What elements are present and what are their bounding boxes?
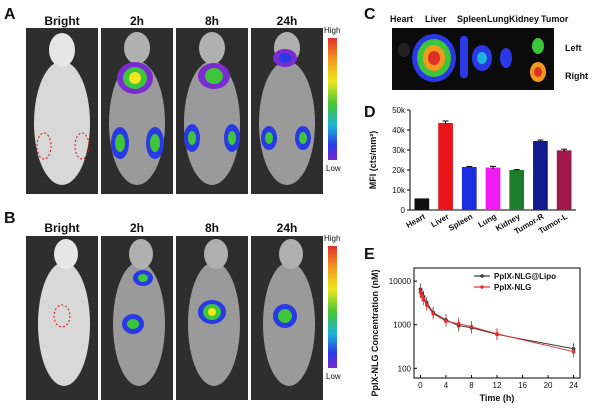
x-tick-label: 24: [569, 381, 578, 390]
panel-c-label-heart: Heart: [390, 14, 414, 24]
y-tick-label: 50k: [392, 106, 406, 115]
panel-e-letter: E: [364, 246, 375, 263]
panel-a-scale-high: High: [324, 26, 341, 35]
data-point: [424, 303, 429, 308]
x-tick-label: 16: [518, 381, 527, 390]
bar-lung: [485, 167, 501, 210]
y-tick-label: 10k: [392, 186, 406, 195]
x-tick-label: Spleen: [447, 212, 474, 233]
y-tick-label: 100: [398, 364, 412, 373]
panel-b-image-bright: [26, 236, 98, 400]
data-point: [420, 294, 424, 298]
data-point: [431, 311, 435, 316]
legend-label: PpIX-NLG@Lipo: [494, 272, 556, 281]
data-point: [571, 349, 576, 354]
panel-e-line-chart: 0 4 8 12 16 20 24 100 1000 10000 Time (h) PpIX-NLG …: [370, 267, 581, 403]
panel-b-image-8h: [176, 236, 248, 400]
panel-b-header-24h: 24h: [276, 221, 298, 235]
data-point: [444, 319, 448, 324]
panel-a-image-24h: [251, 28, 323, 194]
panel-a-scale-low: Low: [326, 164, 341, 173]
x-tick-label: Heart: [405, 212, 428, 230]
y-axis-label: PpIX-NLG Concentration (nM): [370, 270, 380, 397]
data-point: [418, 290, 423, 295]
legend-marker: [480, 285, 484, 289]
y-tick-label: 20k: [392, 166, 406, 175]
data-point: [421, 297, 426, 302]
panel-a-color-scale: [328, 38, 337, 160]
bar-tumor-r: [533, 141, 548, 210]
x-tick-label: 0: [418, 381, 423, 390]
x-tick-label: 12: [493, 381, 502, 390]
panel-a-header-24h: 24h: [276, 14, 298, 28]
panel-d-letter: D: [364, 104, 376, 121]
data-point: [469, 324, 474, 329]
panel-b-image-24h: [251, 236, 323, 400]
y-tick-label: 0: [401, 206, 406, 215]
panel-c-label-liver: Liver: [425, 14, 447, 24]
panel-b-header-8h: 8h: [204, 221, 219, 235]
data-point: [456, 322, 461, 326]
panel-c-label-kidney: Kidney: [509, 14, 540, 24]
panel-a-header-8h: 8h: [204, 14, 219, 28]
y-axis-label: MFI (cts/mm²): [368, 131, 378, 190]
panel-c-letter: C: [364, 6, 376, 23]
panel-a-header-bright: Bright: [44, 14, 80, 28]
panel-c-label-tumor: Tumor: [541, 14, 569, 24]
legend-marker: [480, 274, 484, 278]
bar-spleen: [461, 167, 477, 210]
y-tick-label: 30k: [392, 146, 406, 155]
panel-b-letter: B: [4, 210, 16, 227]
panel-c-label-spleen: Spleen: [457, 14, 487, 24]
x-tick-label: 4: [444, 381, 449, 390]
legend-label: PpIX-NLG: [494, 283, 531, 292]
panel-c-label-right: Right: [565, 71, 588, 81]
panel-b-image-2h: [101, 236, 173, 400]
panel-b-scale-high: High: [324, 234, 341, 243]
panel-b-header-bright: Bright: [44, 221, 80, 235]
x-tick-label: 20: [544, 381, 553, 390]
bar-heart: [414, 198, 430, 210]
x-tick-label: 8: [469, 381, 474, 390]
panel-b-header-2h: 2h: [129, 221, 144, 235]
panel-b-scale-low: Low: [326, 372, 341, 381]
series-line-1: [419, 292, 574, 353]
y-tick-label: 40k: [392, 126, 406, 135]
panel-c-label-left: Left: [565, 43, 582, 53]
panel-a-letter: A: [4, 6, 16, 23]
y-tick-label: 10000: [389, 277, 412, 286]
bar-tumor-l: [556, 150, 572, 210]
panel-c-organ-image: [392, 28, 554, 90]
panel-b-color-scale: [328, 246, 337, 368]
panel-a-header-2h: 2h: [129, 14, 144, 28]
panel-a-image-8h: [176, 28, 248, 194]
y-tick-label: 1000: [393, 321, 411, 330]
bar-kidney: [509, 170, 525, 210]
panel-a-image-2h: [101, 28, 173, 194]
panel-a-image-bright: [26, 28, 98, 194]
bar-liver: [438, 123, 453, 210]
data-point: [495, 331, 499, 336]
x-axis-label: Time (h): [480, 393, 515, 403]
panel-c-label-lung: Lung: [487, 14, 509, 24]
